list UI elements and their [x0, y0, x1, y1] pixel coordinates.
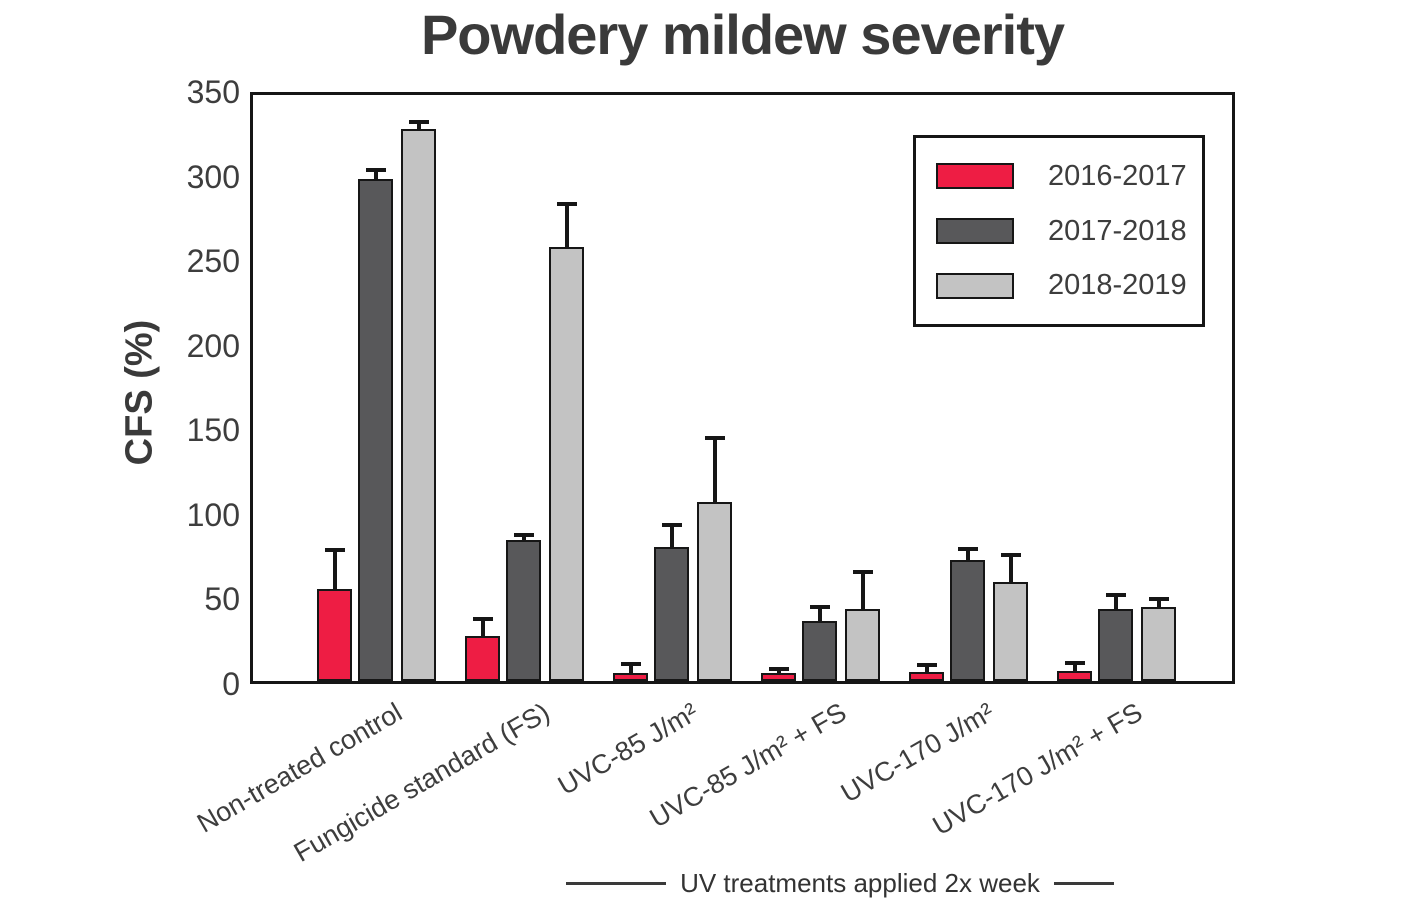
error-bar-cap: [916, 663, 937, 668]
y-tick-label: 150: [186, 412, 240, 449]
caption-rule-left: [566, 882, 667, 885]
bar-2017-2018-group5: [950, 560, 985, 681]
bar-2016-2017-group1: [317, 588, 352, 681]
bar-2017-2018-group3: [654, 547, 689, 681]
legend-item: 2017-2018: [936, 215, 1202, 248]
error-bar-cap: [852, 570, 873, 575]
error-bar-cap: [324, 548, 345, 553]
bar-2016-2017-group2: [465, 635, 500, 681]
y-axis-label: CFS (%): [118, 319, 161, 466]
caption-rule-right: [1053, 882, 1114, 885]
y-tick-label: 200: [186, 327, 240, 364]
bar-2018-2019-group1: [401, 128, 436, 681]
legend-item: 2016-2017: [936, 160, 1202, 193]
legend-label: 2017-2018: [1048, 214, 1187, 247]
y-tick-label: 350: [186, 74, 240, 110]
error-bar-stem: [332, 550, 337, 591]
error-bar-stem: [480, 619, 485, 638]
error-bar-cap: [661, 523, 682, 528]
caption-text: UV treatments applied 2x week: [680, 868, 1040, 898]
error-bar-cap: [1148, 596, 1169, 601]
bar-2018-2019-group2: [549, 247, 584, 681]
error-bar-stem: [712, 438, 717, 504]
error-bar-cap: [408, 119, 429, 124]
y-tick-label: 50: [204, 581, 240, 618]
error-bar-cap: [1105, 592, 1126, 597]
error-bar-cap: [472, 617, 493, 622]
legend-label: 2018-2019: [1048, 269, 1187, 302]
error-bar-cap: [1064, 661, 1085, 666]
y-tick-label: 300: [186, 158, 240, 195]
legend-item: 2018-2019: [936, 269, 1202, 302]
error-bar-cap: [768, 667, 789, 672]
y-tick-label: 100: [186, 496, 240, 533]
legend-label: 2016-2017: [1048, 159, 1187, 192]
error-bar-stem: [373, 170, 378, 181]
error-bar-stem: [776, 669, 781, 676]
chart-title: Powdery mildew severity: [420, 3, 1065, 66]
legend-swatch-2018-2019: [936, 272, 1014, 299]
error-bar-cap: [513, 533, 534, 538]
error-bar-stem: [924, 665, 929, 674]
error-bar-cap: [809, 605, 830, 610]
x-tick-label: Fungicide standard (FS): [289, 697, 555, 868]
error-bar-stem: [1008, 555, 1013, 585]
error-bar-stem: [860, 572, 865, 612]
bar-2017-2018-group2: [506, 540, 541, 681]
error-bar-stem: [564, 203, 569, 250]
legend-swatch-2016-2017: [936, 163, 1014, 190]
error-bar-stem: [965, 548, 970, 563]
error-bar-stem: [1072, 663, 1077, 673]
bar-2017-2018-group1: [358, 178, 393, 681]
bar-2018-2019-group6: [1141, 607, 1176, 681]
bar-2017-2018-group6: [1098, 609, 1133, 681]
error-bar-stem: [1113, 594, 1118, 612]
error-bar-stem: [817, 607, 822, 623]
error-bar-stem: [521, 535, 526, 543]
error-bar-cap: [957, 546, 978, 551]
error-bar-stem: [669, 525, 674, 550]
x-axis-caption: UV treatments applied 2x week: [0, 868, 1411, 899]
error-bar-stem: [416, 121, 421, 131]
error-bar-cap: [620, 662, 641, 667]
legend: 2016-2017 2017-2018 2018-2019: [913, 135, 1205, 327]
bar-2018-2019-group3: [697, 501, 732, 681]
bar-2018-2019-group5: [993, 582, 1028, 681]
error-bar-stem: [628, 664, 633, 675]
legend-swatch-2017-2018: [936, 218, 1014, 244]
error-bar-cap: [704, 436, 725, 441]
bar-2017-2018-group4: [802, 620, 837, 681]
bar-2018-2019-group4: [845, 609, 880, 681]
error-bar-cap: [365, 168, 386, 173]
error-bar-stem: [1156, 598, 1161, 610]
y-tick-label: 0: [222, 666, 240, 702]
y-tick-label: 250: [186, 243, 240, 280]
error-bar-cap: [1000, 553, 1021, 558]
error-bar-cap: [556, 201, 577, 206]
